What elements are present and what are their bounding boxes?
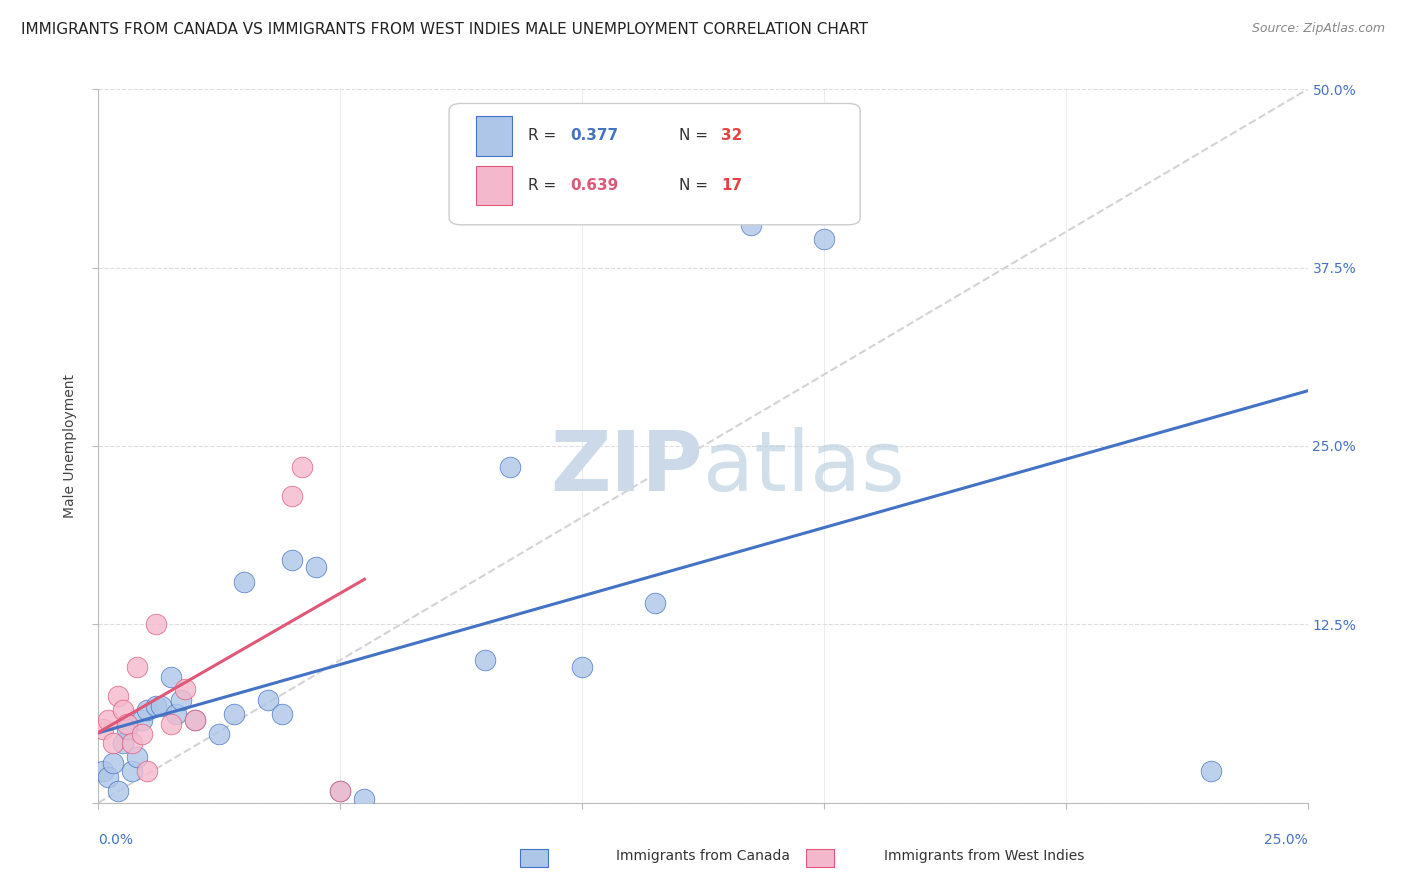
Point — [571, 660, 593, 674]
Point — [145, 698, 167, 713]
Point — [165, 707, 187, 722]
Text: N =: N = — [679, 178, 713, 193]
FancyBboxPatch shape — [475, 166, 512, 205]
FancyBboxPatch shape — [449, 103, 860, 225]
Point — [184, 713, 207, 727]
Point — [127, 750, 149, 764]
FancyBboxPatch shape — [475, 116, 512, 155]
Text: N =: N = — [679, 128, 713, 144]
Point — [135, 764, 157, 779]
Text: 25.0%: 25.0% — [1264, 833, 1308, 847]
Point — [329, 784, 352, 798]
Text: Immigrants from West Indies: Immigrants from West Indies — [884, 849, 1084, 863]
Point — [232, 574, 254, 589]
Point — [740, 218, 762, 232]
Text: Source: ZipAtlas.com: Source: ZipAtlas.com — [1251, 22, 1385, 36]
Point — [474, 653, 496, 667]
Point — [135, 703, 157, 717]
Point — [131, 727, 153, 741]
Point — [97, 713, 120, 727]
Text: 0.377: 0.377 — [569, 128, 619, 144]
Text: R =: R = — [527, 128, 561, 144]
Point — [160, 717, 183, 731]
Point — [498, 460, 520, 475]
Point — [111, 703, 134, 717]
Point — [117, 722, 139, 736]
Point — [271, 707, 294, 722]
Point — [150, 698, 173, 713]
Point — [111, 736, 134, 750]
Point — [169, 693, 191, 707]
Text: 17: 17 — [721, 178, 742, 193]
Text: 0.639: 0.639 — [569, 178, 619, 193]
Point — [101, 736, 124, 750]
Point — [107, 784, 129, 798]
Point — [91, 722, 114, 736]
Point — [644, 596, 666, 610]
Text: 0.0%: 0.0% — [98, 833, 134, 847]
Point — [329, 784, 352, 798]
Point — [91, 764, 114, 779]
Point — [145, 617, 167, 632]
Text: R =: R = — [527, 178, 561, 193]
Text: IMMIGRANTS FROM CANADA VS IMMIGRANTS FROM WEST INDIES MALE UNEMPLOYMENT CORRELAT: IMMIGRANTS FROM CANADA VS IMMIGRANTS FRO… — [21, 22, 869, 37]
Point — [305, 560, 328, 574]
Point — [131, 713, 153, 727]
Point — [281, 553, 304, 567]
Point — [121, 764, 143, 779]
Text: Immigrants from Canada: Immigrants from Canada — [616, 849, 790, 863]
Point — [107, 689, 129, 703]
Text: ZIP: ZIP — [551, 427, 703, 508]
Point — [208, 727, 231, 741]
Point — [97, 770, 120, 784]
Point — [256, 693, 278, 707]
Point — [121, 736, 143, 750]
Text: 32: 32 — [721, 128, 742, 144]
Point — [174, 681, 197, 696]
Point — [101, 756, 124, 770]
Point — [281, 489, 304, 503]
Point — [160, 670, 183, 684]
Point — [117, 717, 139, 731]
Point — [353, 791, 375, 805]
Point — [184, 713, 207, 727]
Point — [222, 707, 245, 722]
Point — [813, 232, 835, 246]
Y-axis label: Male Unemployment: Male Unemployment — [63, 374, 77, 518]
Point — [1199, 764, 1222, 779]
Text: atlas: atlas — [703, 427, 904, 508]
Point — [290, 460, 312, 475]
Point — [127, 660, 149, 674]
